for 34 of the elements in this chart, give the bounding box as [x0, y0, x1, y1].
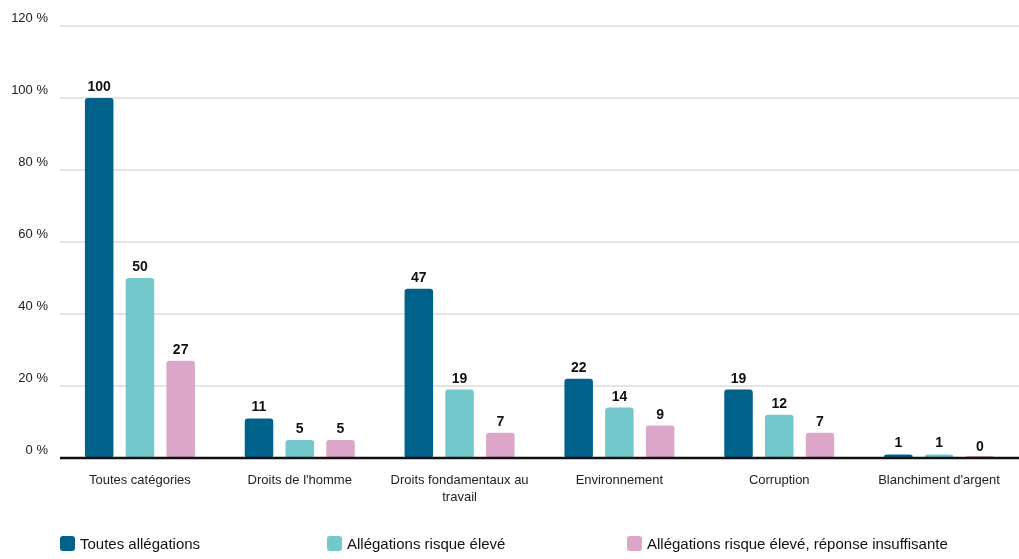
data-label: 47: [411, 268, 427, 285]
y-tick-label: 120 %: [11, 10, 49, 25]
data-label: 0: [975, 438, 984, 454]
x-tick-label: Droits de l'homme: [247, 472, 352, 487]
data-label: 1: [894, 434, 903, 451]
x-tick-label: Droits fondamentaux au travail: [390, 472, 529, 504]
data-label: 22: [570, 358, 587, 375]
data-label: 5: [295, 420, 304, 436]
y-tick-label: 20 %: [18, 370, 49, 385]
legend-label: Toutes allégations: [80, 535, 201, 552]
data-label: 27: [172, 340, 189, 357]
y-tick-label: 40 %: [18, 298, 49, 313]
data-label: 19: [451, 369, 468, 386]
x-tick-label: Toutes catégories: [88, 472, 192, 487]
y-tick-label: 60 %: [18, 226, 49, 241]
x-tick-label: Blanchiment d'argent: [878, 472, 1001, 487]
data-label: 100: [87, 78, 112, 94]
data-label: 1: [935, 434, 944, 451]
x-tick-label: Environnement: [575, 472, 664, 487]
data-label: 11: [251, 398, 267, 415]
legend-label: Allégations risque élevé, réponse insuffisante: [647, 535, 948, 552]
legend-label: Allégations risque élevé: [347, 535, 506, 552]
y-tick-label: 100 %: [11, 82, 49, 97]
data-label: 19: [730, 369, 747, 386]
data-label: 12: [771, 394, 788, 411]
data-label: 7: [496, 412, 505, 429]
data-label: 9: [656, 405, 665, 422]
x-tick-label: Corruption: [748, 472, 810, 487]
y-tick-label: 80 %: [18, 154, 49, 169]
data-label: 5: [336, 420, 345, 436]
data-label: 7: [816, 412, 825, 429]
data-label: 50: [132, 258, 148, 274]
data-label: 14: [611, 387, 628, 404]
y-tick-label: 0 %: [25, 442, 49, 457]
